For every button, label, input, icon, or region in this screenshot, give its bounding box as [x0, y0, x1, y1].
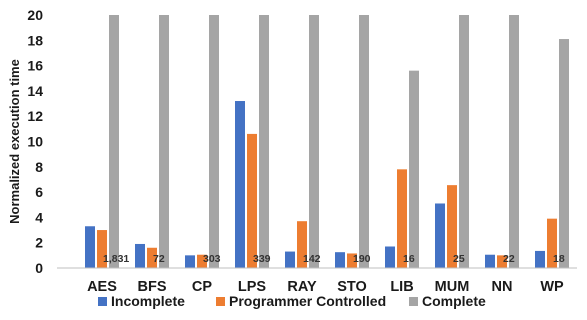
legend-swatch: [98, 297, 107, 306]
bar-complete: [509, 15, 519, 268]
x-tick-label: NN: [492, 279, 513, 295]
bar-complete: [109, 15, 119, 268]
y-tick-label: 16: [27, 58, 43, 74]
legend: Incomplete Programmer Controlled Complete: [98, 293, 486, 309]
legend-label: Programmer Controlled: [229, 293, 386, 309]
data-labels-group: 1,831 72 303 339 142 190 16 25 22 18: [103, 253, 565, 265]
data-label: 339: [253, 253, 271, 265]
x-tick-label: BFS: [138, 279, 167, 295]
x-tick-label: STO: [337, 279, 367, 295]
bar-complete: [159, 15, 169, 268]
data-label: 72: [153, 253, 165, 265]
bar-programmer-controlled: [397, 169, 407, 268]
legend-label: Incomplete: [111, 293, 185, 309]
x-tick-label: LIB: [390, 279, 413, 295]
bar-complete: [209, 15, 219, 268]
bar-incomplete: [285, 251, 295, 268]
bar-incomplete: [85, 226, 95, 268]
bar-complete: [459, 15, 469, 268]
y-tick-label: 4: [35, 209, 43, 225]
y-axis-ticks: 0 2 4 6 8 10 12 14 16 18 20: [27, 7, 43, 276]
bar-complete: [409, 70, 419, 268]
bar-programmer-controlled: [147, 247, 157, 268]
data-label: 16: [403, 253, 415, 265]
data-label: 1,831: [103, 253, 129, 265]
x-tick-label: CP: [192, 279, 212, 295]
bar-programmer-controlled: [197, 254, 207, 268]
bar-incomplete: [385, 246, 395, 268]
x-tick-label: WP: [540, 279, 564, 295]
y-tick-label: 10: [27, 134, 43, 150]
y-tick-label: 2: [35, 235, 43, 251]
bar-programmer-controlled: [247, 133, 257, 268]
y-axis-title: Normalized execution time: [7, 59, 22, 224]
legend-swatch: [216, 297, 225, 306]
bar-incomplete: [535, 250, 545, 268]
y-tick-label: 12: [27, 108, 43, 124]
y-tick-label: 0: [35, 260, 43, 276]
bar-incomplete: [235, 101, 245, 269]
bar-programmer-controlled: [297, 221, 307, 268]
legend-label: Complete: [422, 293, 486, 309]
bar-complete: [359, 15, 369, 268]
bar-incomplete: [135, 243, 145, 268]
legend-swatch: [409, 297, 418, 306]
data-label: 25: [453, 253, 465, 265]
bar-complete: [559, 39, 569, 268]
y-tick-label: 18: [27, 32, 43, 48]
bar-programmer-controlled: [547, 218, 557, 268]
x-tick-label: MUM: [435, 279, 470, 295]
bars-group: [85, 15, 569, 269]
bar-incomplete: [485, 254, 495, 268]
x-tick-label: LPS: [238, 279, 267, 295]
x-axis-categories: AES BFS CP LPS RAY STO LIB MUM NN WP: [87, 279, 564, 295]
y-tick-label: 14: [27, 83, 43, 99]
bar-programmer-controlled: [447, 185, 457, 268]
y-tick-label: 20: [27, 7, 43, 23]
x-tick-label: AES: [87, 279, 117, 295]
data-label: 142: [303, 253, 321, 265]
bar-incomplete: [185, 255, 195, 268]
x-tick-label: RAY: [287, 279, 317, 295]
bar-programmer-controlled: [97, 230, 107, 268]
bar-incomplete: [335, 252, 345, 268]
bar-complete: [259, 15, 269, 268]
bar-programmer-controlled: [347, 253, 357, 268]
data-label: 190: [353, 253, 371, 265]
y-tick-label: 8: [35, 159, 43, 175]
data-label: 18: [553, 253, 565, 265]
y-tick-label: 6: [35, 184, 43, 200]
data-label: 22: [503, 253, 515, 265]
data-label: 303: [203, 253, 221, 265]
bar-incomplete: [435, 203, 445, 268]
bar-programmer-controlled: [497, 255, 507, 268]
bar-complete: [309, 15, 319, 268]
